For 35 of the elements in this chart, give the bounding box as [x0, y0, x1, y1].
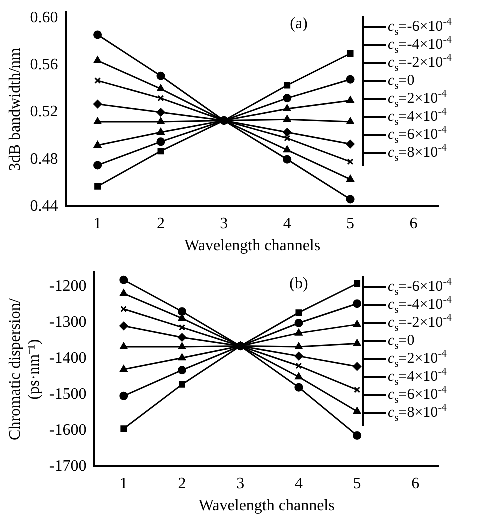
legend-label: c$_{s}$=0 — [388, 72, 415, 92]
x-tick-label: 1 — [120, 475, 128, 492]
y-tick-label: -1300 — [49, 314, 87, 332]
x-tick-label: 6 — [410, 215, 418, 232]
x-axis-title: Wavelength channels — [184, 238, 321, 255]
y-tick-label: 0.56 — [30, 56, 58, 74]
x-axis-title: Wavelength channels — [198, 498, 335, 515]
legend-label: c$_{s}$=-2×10$^{-4}$ — [388, 53, 452, 74]
x-tick-label: 1 — [94, 215, 102, 232]
y-tick-label: 0.44 — [30, 198, 58, 215]
y-tick-label: 0.52 — [30, 104, 58, 121]
y-tick-label: 0.48 — [30, 150, 58, 168]
y-tick-label: -1400 — [49, 350, 87, 368]
y-tick-label: -1700 — [49, 458, 87, 475]
annotation: (a) — [290, 16, 308, 33]
x-tick-label: 5 — [346, 215, 355, 232]
y-tick-label: -1600 — [49, 422, 87, 439]
x-tick-label: 3 — [236, 475, 245, 492]
legend-label: c$_{s}$=0 — [388, 332, 415, 352]
x-tick-label: 4 — [294, 475, 303, 492]
legend-label: c$_{s}$=8×10$^{-4}$ — [388, 403, 447, 424]
legend-label: c$_{s}$=-2×10$^{-4}$ — [388, 313, 452, 334]
y-axis-title: 3dB bandwidth/nm — [6, 47, 24, 172]
y-axis-title: Chromatic dispersion/ (ps·nm⁻¹) — [6, 298, 44, 440]
x-tick-label: 2 — [156, 215, 165, 232]
y-tick-label: -1500 — [49, 386, 87, 403]
x-tick-label: 5 — [353, 475, 362, 492]
annotation: (b) — [290, 276, 308, 293]
legend-label: c$_{s}$=8×10$^{-4}$ — [388, 143, 447, 164]
x-tick-label: 3 — [220, 215, 228, 232]
y-tick-label: -1200 — [49, 278, 87, 296]
y-tick-label: 0.60 — [30, 10, 58, 27]
x-tick-label: 6 — [412, 475, 420, 492]
x-tick-label: 2 — [178, 475, 186, 492]
x-tick-label: 4 — [283, 215, 292, 232]
